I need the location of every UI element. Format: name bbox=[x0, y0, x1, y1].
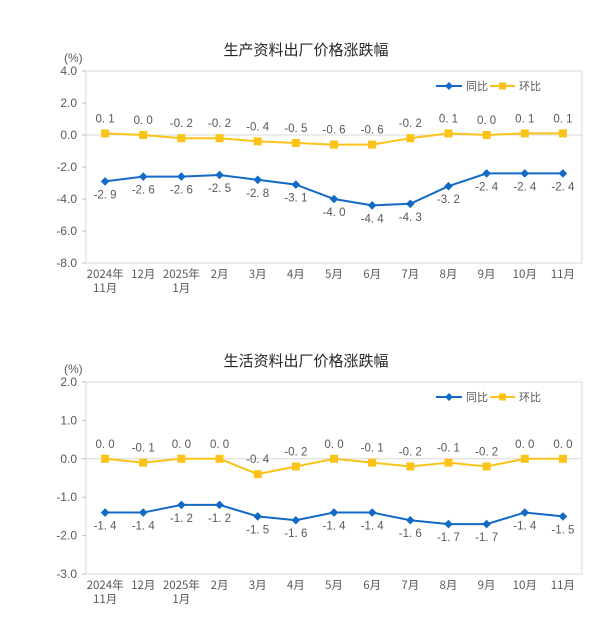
svg-text:-2. 4: -2. 4 bbox=[513, 181, 537, 193]
svg-text:4月: 4月 bbox=[287, 266, 305, 282]
svg-text:-1. 6: -1. 6 bbox=[284, 528, 307, 540]
svg-text:8月: 8月 bbox=[440, 266, 458, 282]
svg-text:3月: 3月 bbox=[249, 266, 267, 282]
svg-text:-0. 1: -0. 1 bbox=[361, 443, 384, 455]
svg-text:11月: 11月 bbox=[551, 577, 575, 593]
svg-text:6月: 6月 bbox=[363, 266, 381, 282]
svg-text:-0. 5: -0. 5 bbox=[284, 123, 307, 135]
svg-text:-0. 2: -0. 2 bbox=[284, 446, 307, 458]
svg-text:0.0: 0.0 bbox=[60, 452, 77, 466]
svg-text:-1. 7: -1. 7 bbox=[437, 532, 460, 544]
svg-text:-1. 4: -1. 4 bbox=[361, 521, 385, 533]
svg-text:1月: 1月 bbox=[172, 591, 190, 607]
svg-text:生产资料出厂价格涨跌幅: 生产资料出厂价格涨跌幅 bbox=[223, 39, 388, 60]
svg-text:-0. 6: -0. 6 bbox=[361, 125, 384, 137]
svg-text:5月: 5月 bbox=[325, 577, 343, 593]
svg-text:-4. 4: -4. 4 bbox=[361, 213, 385, 225]
svg-text:-0. 2: -0. 2 bbox=[170, 118, 193, 130]
svg-text:0. 0: 0. 0 bbox=[172, 439, 191, 451]
svg-text:12月: 12月 bbox=[131, 577, 155, 593]
svg-text:-2. 9: -2. 9 bbox=[94, 189, 117, 201]
svg-text:7月: 7月 bbox=[401, 266, 419, 282]
svg-text:-2. 4: -2. 4 bbox=[475, 181, 499, 193]
svg-text:-0. 6: -0. 6 bbox=[322, 125, 345, 137]
svg-text:-2. 5: -2. 5 bbox=[208, 183, 231, 195]
svg-text:2月: 2月 bbox=[211, 577, 229, 593]
svg-text:9月: 9月 bbox=[478, 266, 496, 282]
svg-text:8月: 8月 bbox=[440, 577, 458, 593]
svg-text:0.0: 0.0 bbox=[60, 128, 77, 142]
svg-text:9月: 9月 bbox=[478, 577, 496, 593]
svg-text:11月: 11月 bbox=[551, 266, 575, 282]
svg-text:-1. 7: -1. 7 bbox=[475, 532, 498, 544]
svg-text:-3. 2: -3. 2 bbox=[437, 194, 460, 206]
svg-text:-2. 6: -2. 6 bbox=[132, 185, 155, 197]
svg-text:11月: 11月 bbox=[93, 280, 117, 296]
svg-text:0. 1: 0. 1 bbox=[439, 113, 458, 125]
svg-text:-3.0: -3.0 bbox=[56, 567, 77, 581]
svg-text:1.0: 1.0 bbox=[60, 413, 77, 427]
svg-text:10月: 10月 bbox=[513, 577, 537, 593]
svg-text:-0. 4: -0. 4 bbox=[246, 121, 270, 133]
svg-text:-0. 2: -0. 2 bbox=[399, 446, 422, 458]
svg-text:0. 0: 0. 0 bbox=[553, 439, 572, 451]
svg-text:环比: 环比 bbox=[519, 78, 541, 94]
svg-text:7月: 7月 bbox=[401, 577, 419, 593]
svg-text:-4. 0: -4. 0 bbox=[322, 207, 345, 219]
svg-text:-1. 2: -1. 2 bbox=[208, 513, 231, 525]
svg-text:1月: 1月 bbox=[172, 280, 190, 296]
svg-text:0. 0: 0. 0 bbox=[134, 115, 153, 127]
svg-text:10月: 10月 bbox=[513, 266, 537, 282]
svg-text:0. 0: 0. 0 bbox=[324, 439, 343, 451]
svg-text:-0. 1: -0. 1 bbox=[132, 443, 155, 455]
svg-text:(%): (%) bbox=[64, 51, 83, 65]
svg-text:11月: 11月 bbox=[93, 591, 117, 607]
svg-text:0. 0: 0. 0 bbox=[477, 115, 496, 127]
svg-text:-1. 4: -1. 4 bbox=[322, 521, 346, 533]
svg-text:-2.0: -2.0 bbox=[56, 160, 77, 174]
svg-text:-1. 2: -1. 2 bbox=[170, 513, 193, 525]
svg-text:0. 1: 0. 1 bbox=[95, 113, 114, 125]
svg-text:2月: 2月 bbox=[211, 266, 229, 282]
svg-text:-2. 6: -2. 6 bbox=[170, 185, 193, 197]
svg-text:-0. 2: -0. 2 bbox=[475, 446, 498, 458]
svg-text:-1. 6: -1. 6 bbox=[399, 528, 422, 540]
svg-text:-0. 2: -0. 2 bbox=[208, 118, 231, 130]
svg-text:-1. 5: -1. 5 bbox=[246, 524, 269, 536]
svg-text:0. 0: 0. 0 bbox=[515, 439, 534, 451]
svg-text:-1. 4: -1. 4 bbox=[132, 521, 156, 533]
svg-text:-3. 1: -3. 1 bbox=[284, 193, 307, 205]
svg-text:同比: 同比 bbox=[466, 389, 488, 405]
svg-text:-0. 1: -0. 1 bbox=[437, 443, 460, 455]
svg-text:-1.0: -1.0 bbox=[56, 490, 77, 504]
svg-text:4.0: 4.0 bbox=[60, 64, 77, 78]
svg-text:-2.0: -2.0 bbox=[56, 529, 77, 543]
svg-text:-8.0: -8.0 bbox=[56, 256, 77, 270]
svg-text:0. 0: 0. 0 bbox=[210, 439, 229, 451]
svg-text:-0. 2: -0. 2 bbox=[399, 118, 422, 130]
svg-text:-2. 4: -2. 4 bbox=[551, 181, 575, 193]
svg-text:12月: 12月 bbox=[131, 266, 155, 282]
svg-text:-1. 4: -1. 4 bbox=[513, 521, 537, 533]
svg-text:-4.0: -4.0 bbox=[56, 192, 77, 206]
svg-text:环比: 环比 bbox=[519, 389, 541, 405]
svg-text:-4. 3: -4. 3 bbox=[399, 212, 422, 224]
svg-text:2.0: 2.0 bbox=[60, 96, 77, 110]
svg-text:4月: 4月 bbox=[287, 577, 305, 593]
svg-text:-0. 4: -0. 4 bbox=[246, 454, 270, 466]
svg-text:3月: 3月 bbox=[249, 577, 267, 593]
svg-text:-2. 8: -2. 8 bbox=[246, 188, 269, 200]
svg-text:0. 1: 0. 1 bbox=[515, 113, 534, 125]
svg-text:0. 1: 0. 1 bbox=[553, 113, 572, 125]
svg-text:2.0: 2.0 bbox=[60, 375, 77, 389]
svg-text:-6.0: -6.0 bbox=[56, 224, 77, 238]
svg-text:6月: 6月 bbox=[363, 577, 381, 593]
svg-text:5月: 5月 bbox=[325, 266, 343, 282]
svg-text:生活资料出厂价格涨跌幅: 生活资料出厂价格涨跌幅 bbox=[223, 350, 388, 371]
svg-text:-1. 4: -1. 4 bbox=[94, 521, 118, 533]
svg-text:(%): (%) bbox=[64, 362, 83, 376]
svg-text:0. 0: 0. 0 bbox=[95, 439, 114, 451]
svg-text:-1. 5: -1. 5 bbox=[551, 524, 574, 536]
svg-text:同比: 同比 bbox=[466, 78, 488, 94]
